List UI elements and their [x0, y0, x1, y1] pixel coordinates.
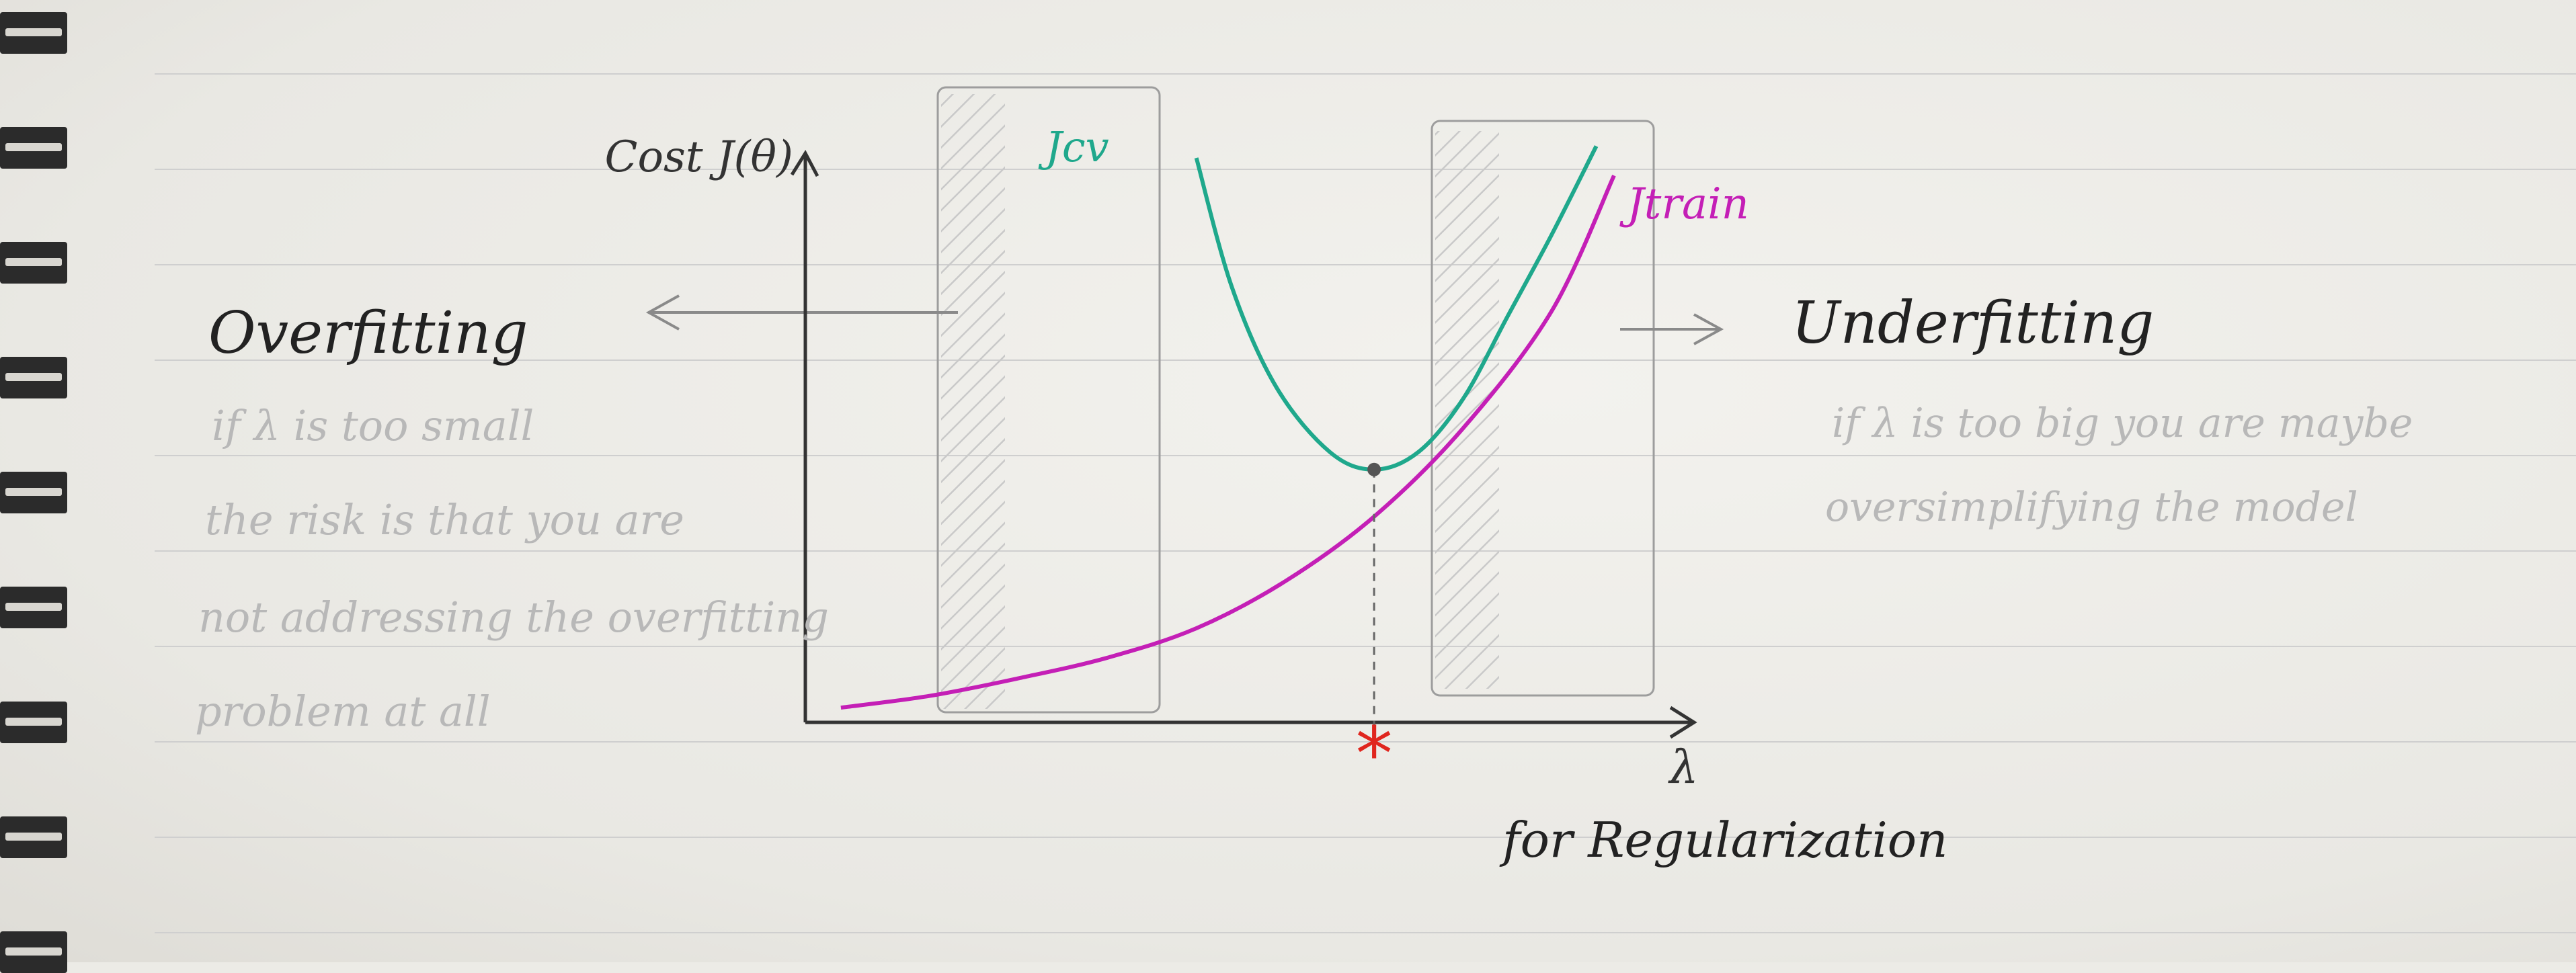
underfitting-heading: Underfitting: [1792, 290, 2154, 357]
jtrain-series-line: [840, 175, 1616, 710]
jcv-series-label: Jcv: [1038, 122, 1109, 171]
optimum-point: [1367, 462, 1381, 476]
jcv-series-line: [1194, 145, 1599, 472]
spiral-ring: [0, 587, 67, 628]
spiral-ring: [0, 127, 67, 169]
spiral-ring: [0, 816, 67, 858]
y-axis-label: Cost J(θ): [604, 132, 793, 182]
spiral-ring: [0, 357, 67, 398]
overfitting-region-hatch: [941, 94, 1005, 709]
overfitting-text-line-2: the risk is that you are: [205, 495, 684, 544]
underfitting-region-hatch: [1435, 131, 1499, 689]
notebook-spiral-binding: [0, 0, 74, 973]
underfitting-region: [1431, 120, 1655, 697]
optimum-star-marker: *: [1356, 711, 1393, 797]
spiral-ring: [0, 242, 67, 284]
overfitting-text-line-1: if λ is too small: [212, 401, 534, 450]
overfitting-arrow: [645, 294, 958, 331]
overfitting-region: [936, 86, 1161, 714]
axes: [790, 149, 1697, 739]
spiral-ring: [0, 472, 67, 513]
spiral-ring: [0, 12, 67, 54]
jtrain-series-label: Jtrain: [1619, 179, 1749, 229]
underfitting-text-line-2: oversimplifying the model: [1825, 484, 2358, 531]
bottom-caption: for Regularization: [1499, 812, 1948, 868]
underfitting-text-line-1: if λ is too big you are maybe: [1832, 400, 2413, 447]
spiral-ring: [0, 702, 67, 743]
ruled-lines: [155, 73, 2576, 933]
underfitting-arrow: [1620, 313, 1724, 345]
overfitting-text-line-4: problem at all: [195, 687, 491, 736]
overfitting-text-line-3: not addressing the overfitting: [198, 593, 829, 642]
overfitting-heading: Overfitting: [208, 300, 528, 367]
x-axis-label: λ: [1667, 741, 1698, 794]
